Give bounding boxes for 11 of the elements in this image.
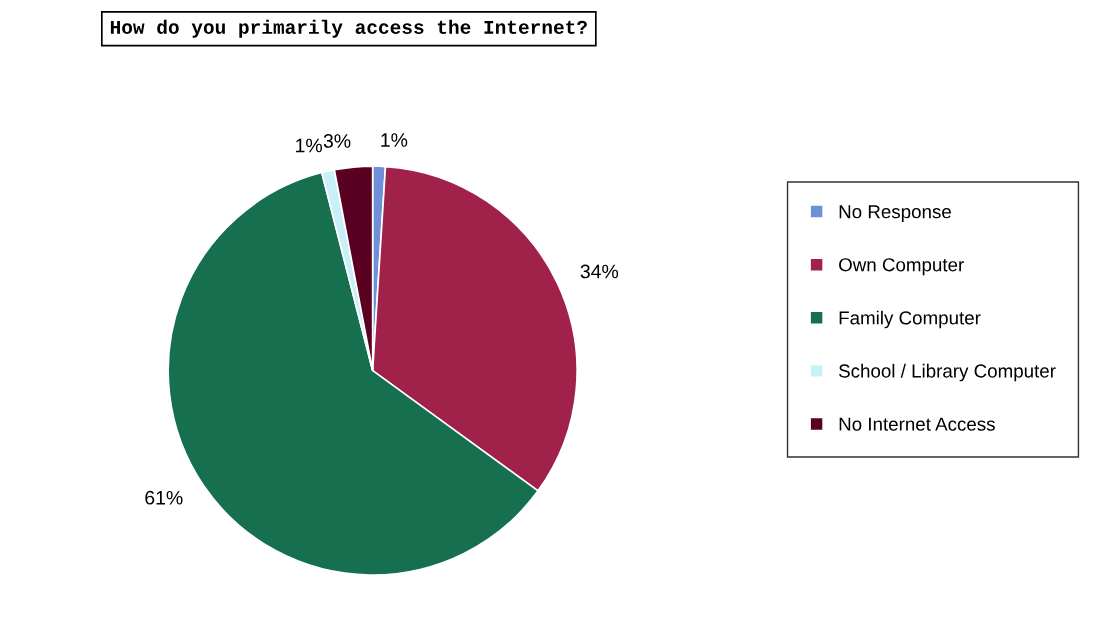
data-label: 1% xyxy=(296,138,322,153)
data-label: 61% xyxy=(145,490,183,505)
data-label: 3% xyxy=(323,134,351,148)
legend-label: Own Computer xyxy=(839,258,964,276)
legend-label: No Internet Access xyxy=(839,417,995,431)
legend-label: Family Computer xyxy=(839,310,981,329)
chart-title: How do you primarily access the Internet? xyxy=(110,19,587,38)
legend-label: School / Library Computer xyxy=(839,363,1056,382)
data-label: 34% xyxy=(580,264,619,279)
legend-label: No Response xyxy=(839,205,951,223)
data-label: 1% xyxy=(381,133,408,147)
